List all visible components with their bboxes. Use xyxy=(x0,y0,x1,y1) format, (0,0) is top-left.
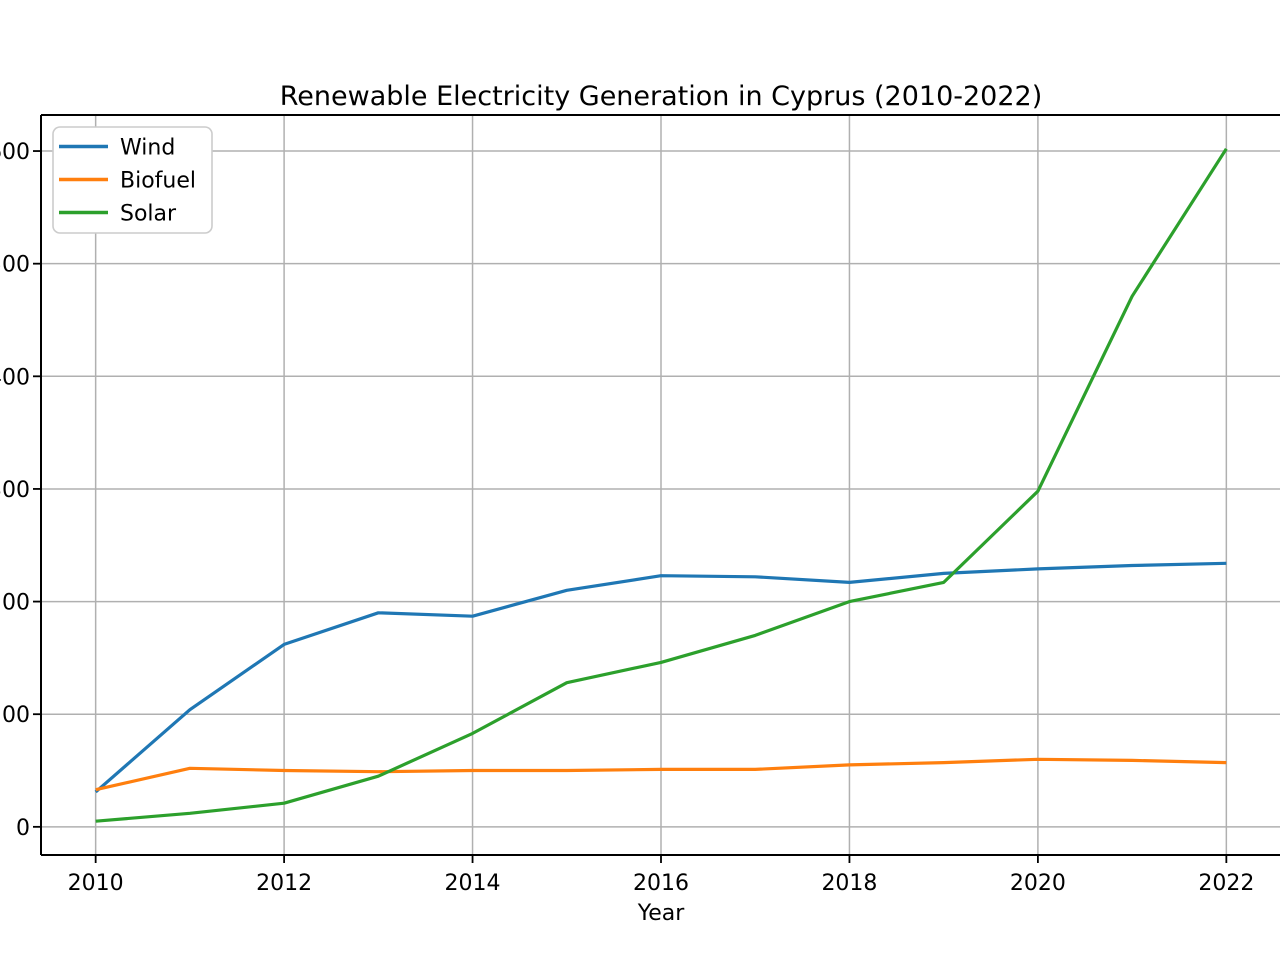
tick-marks xyxy=(33,150,1228,863)
legend-label-biofuel: Biofuel xyxy=(120,169,196,194)
x-tick-label-2010: 2010 xyxy=(68,871,124,896)
y-tick-label-0: 0 xyxy=(16,816,30,841)
y-tick-label-400: 400 xyxy=(0,365,30,390)
x-axis-label: Year xyxy=(637,901,686,926)
y-tick-label-500: 500 xyxy=(0,253,30,278)
x-tick-label-2016: 2016 xyxy=(633,871,689,896)
chart-title: Renewable Electricity Generation in Cypr… xyxy=(280,81,1043,112)
series-lines xyxy=(94,147,1228,823)
x-tick-label-2012: 2012 xyxy=(256,871,312,896)
gridlines xyxy=(41,115,1280,855)
y-tick-label-600: 600 xyxy=(0,140,30,165)
legend-label-wind: Wind xyxy=(120,136,175,161)
y-tick-label-300: 300 xyxy=(0,478,30,503)
solar-line xyxy=(95,147,1228,823)
legend-label-solar: Solar xyxy=(120,202,177,227)
biofuel-line xyxy=(95,757,1227,792)
x-tick-label-2014: 2014 xyxy=(445,871,501,896)
x-tick-labels: 2010 2012 2014 2016 2018 2020 2022 xyxy=(68,871,1255,896)
x-tick-label-2018: 2018 xyxy=(821,871,877,896)
legend: Wind Biofuel Solar xyxy=(52,126,213,234)
y-tick-labels: 0 100 200 300 400 500 600 xyxy=(0,140,30,841)
y-tick-label-200: 200 xyxy=(0,591,30,616)
x-tick-label-2022: 2022 xyxy=(1198,871,1254,896)
wind-line xyxy=(94,561,1227,794)
y-tick-label-100: 100 xyxy=(0,703,30,728)
x-tick-label-2020: 2020 xyxy=(1010,871,1066,896)
legend-box xyxy=(52,126,213,234)
